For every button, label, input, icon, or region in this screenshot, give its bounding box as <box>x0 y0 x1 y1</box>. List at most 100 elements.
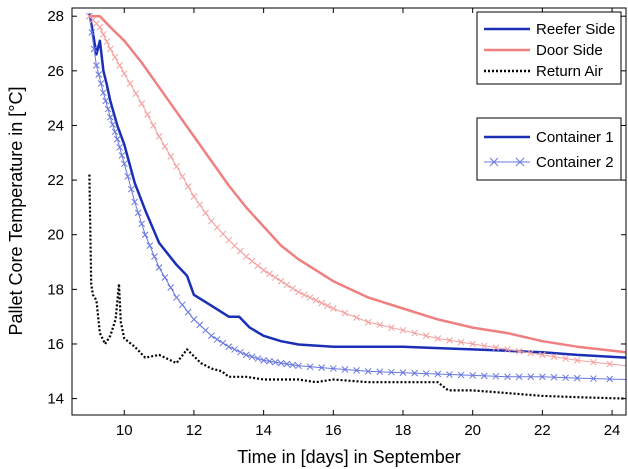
data-point-marker <box>590 358 597 366</box>
data-point-marker <box>376 321 384 329</box>
data-point-marker <box>127 185 135 193</box>
data-point-marker <box>161 274 169 281</box>
data-point-marker <box>132 90 140 97</box>
data-point-marker <box>318 299 326 307</box>
data-point-marker <box>446 371 453 378</box>
data-point-marker <box>155 264 163 271</box>
data-point-marker <box>260 266 267 274</box>
y-tick-label: 26 <box>47 63 64 80</box>
data-point-marker <box>155 133 163 140</box>
series-markers-reefer-side-container-2 <box>86 12 614 383</box>
legend: Reefer Side Door Side Return Air Contain… <box>476 11 622 181</box>
data-point-marker <box>138 100 146 107</box>
data-point-marker <box>248 353 256 361</box>
data-point-marker <box>504 373 511 381</box>
data-point-marker <box>399 369 407 377</box>
data-point-marker <box>388 324 395 331</box>
data-point-marker <box>480 372 488 380</box>
data-point-marker <box>364 318 372 326</box>
data-point-marker <box>141 231 149 239</box>
data-point-marker <box>109 121 117 128</box>
data-point-marker <box>118 152 126 159</box>
data-point-marker <box>590 375 597 382</box>
data-point-marker <box>271 358 279 366</box>
data-point-marker <box>237 247 244 255</box>
legend-label-return-air: Return Air <box>536 63 603 80</box>
data-point-marker <box>341 309 349 317</box>
x-tick-label: 22 <box>534 422 551 439</box>
data-point-marker <box>434 335 442 342</box>
data-point-marker <box>271 274 279 281</box>
data-point-marker <box>266 357 273 365</box>
data-point-marker <box>113 135 121 143</box>
ticks-layer: 10 12 14 16 18 20 22 24 14 16 18 20 22 24 26 28 <box>47 8 626 439</box>
y-tick-label: 20 <box>47 227 64 244</box>
y-axis-label: Pallet Core Temperature in [°C] <box>6 87 26 336</box>
data-point-marker <box>102 97 110 105</box>
y-tick-label: 22 <box>47 172 64 189</box>
y-tick-label: 28 <box>47 8 64 25</box>
data-point-marker <box>167 284 175 291</box>
y-tick-label: 18 <box>47 281 64 298</box>
data-point-marker <box>138 220 146 228</box>
data-point-marker <box>573 357 581 364</box>
data-point-marker <box>457 338 465 346</box>
data-point-marker <box>527 373 535 381</box>
x-tick-label: 16 <box>325 422 342 439</box>
data-point-marker <box>93 62 100 69</box>
data-point-marker <box>126 80 134 87</box>
data-point-marker <box>190 316 198 323</box>
data-point-marker <box>144 111 151 118</box>
data-point-marker <box>100 31 107 38</box>
data-point-marker <box>116 62 123 69</box>
data-point-marker <box>289 361 297 369</box>
data-point-marker <box>173 163 180 170</box>
data-point-marker <box>411 329 418 337</box>
data-point-marker <box>515 347 523 355</box>
data-point-marker <box>266 270 273 278</box>
data-point-marker <box>124 173 132 180</box>
data-point-marker <box>504 346 511 353</box>
series-line-reefer-side-container-1 <box>88 13 627 359</box>
data-point-marker <box>184 308 192 316</box>
data-point-marker <box>161 143 169 150</box>
data-point-marker <box>277 359 285 367</box>
data-point-marker <box>254 262 262 270</box>
data-point-marker <box>213 224 221 231</box>
x-tick-label: 20 <box>464 422 481 439</box>
data-point-marker <box>550 373 558 381</box>
y-tick-label: 14 <box>47 391 64 408</box>
data-point-marker <box>260 357 267 364</box>
data-point-marker <box>606 360 614 368</box>
data-point-marker <box>104 105 112 113</box>
data-point-marker <box>178 301 186 309</box>
legend-box-containers <box>476 117 622 181</box>
data-point-marker <box>515 373 523 381</box>
data-point-marker <box>111 53 119 61</box>
data-point-marker <box>329 305 337 312</box>
data-point-marker <box>539 373 546 381</box>
data-point-marker <box>225 343 233 351</box>
legend-marker-container-2 <box>489 157 525 167</box>
data-point-marker <box>149 122 157 129</box>
plot-frame <box>71 7 627 416</box>
data-point-marker <box>225 236 233 244</box>
legend-label-reefer-side: Reefer Side <box>536 21 615 38</box>
data-point-marker <box>178 173 186 180</box>
data-point-marker <box>219 230 227 238</box>
data-point-marker <box>573 374 581 382</box>
data-point-marker <box>242 351 250 359</box>
y-tick-label: 24 <box>47 117 64 134</box>
y-tick-label: 16 <box>47 336 64 353</box>
data-point-marker <box>469 372 477 379</box>
data-point-marker <box>469 340 477 348</box>
data-point-marker <box>283 281 291 289</box>
legend-label-container-1: Container 1 <box>536 129 614 146</box>
data-point-marker <box>353 367 360 374</box>
data-point-marker <box>219 339 227 347</box>
data-point-marker <box>411 369 418 377</box>
data-point-marker <box>295 288 302 296</box>
data-point-marker <box>539 351 546 359</box>
data-point-marker <box>96 23 104 31</box>
data-point-marker <box>208 332 215 340</box>
